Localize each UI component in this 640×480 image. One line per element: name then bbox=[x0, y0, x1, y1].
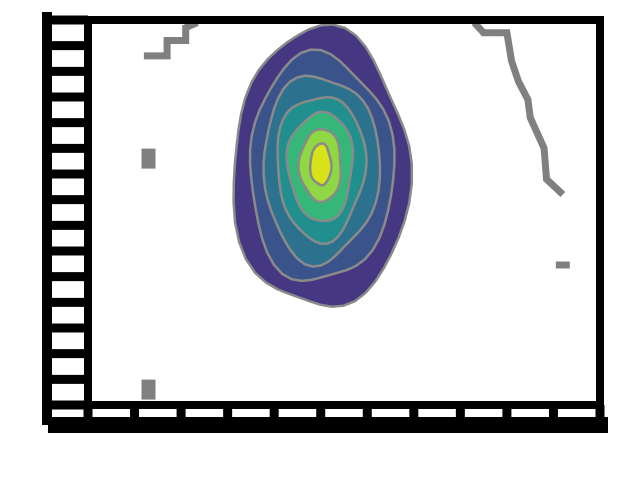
outer-contour-fragment bbox=[141, 148, 156, 169]
x-axis-band bbox=[48, 417, 608, 433]
y-axis-band bbox=[42, 12, 52, 425]
contour-level-7 bbox=[308, 142, 333, 187]
x-axis-ticks bbox=[48, 405, 608, 433]
outer-contour-segment bbox=[143, 19, 199, 60]
outer-contour-segment bbox=[471, 20, 566, 198]
outer-contour-fragment bbox=[555, 261, 570, 269]
outer-contour-lines bbox=[141, 19, 570, 400]
y-axis-ticks bbox=[42, 12, 88, 425]
outer-contour-fragment bbox=[141, 379, 156, 400]
density-contours bbox=[232, 23, 414, 308]
plot-frame bbox=[84, 16, 604, 409]
